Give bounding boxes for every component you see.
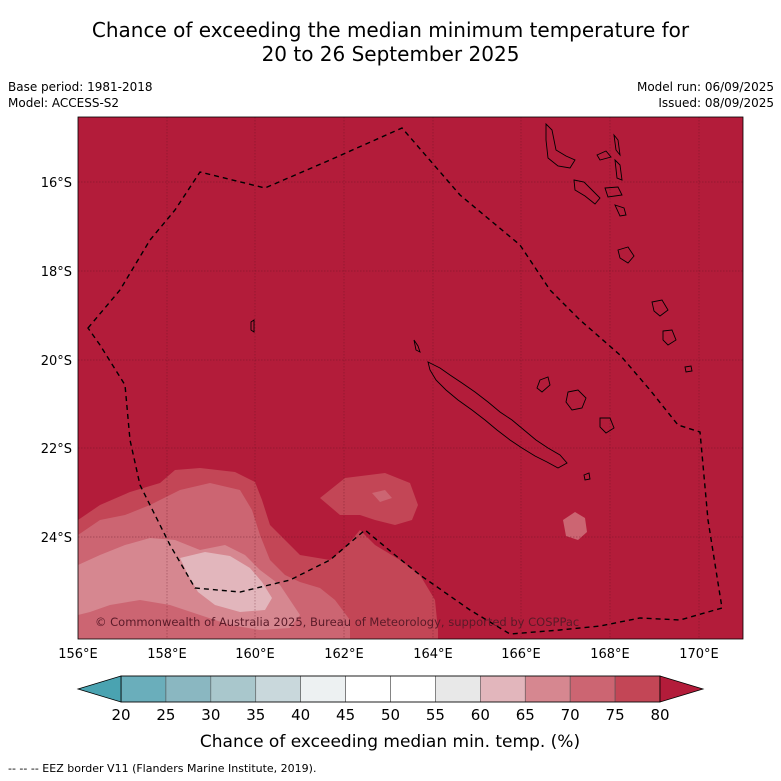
colorbar-cell	[300, 675, 346, 703]
grid-lines	[78, 117, 743, 639]
issued-date: Issued: 08/09/2025	[658, 96, 774, 110]
colorbar-high-extension	[659, 675, 705, 703]
colorbar-label: 45	[336, 706, 355, 724]
lon-labels: 156°E 158°E 160°E 162°E 164°E 166°E 168°…	[58, 647, 719, 662]
new-caledonia-coast	[427, 361, 568, 469]
colorbar-label: 35	[246, 706, 265, 724]
lat-label-20s: 20°S	[41, 354, 72, 369]
ambrym	[604, 186, 623, 198]
epi-island	[614, 204, 627, 217]
eez-border	[87, 127, 723, 635]
espiritu-santo	[545, 122, 576, 169]
colorbar-label: 80	[650, 706, 669, 724]
colorbar-cell	[614, 675, 661, 703]
lon-label-162e: 162°E	[324, 647, 364, 662]
tanna	[662, 329, 677, 346]
lon-label-168e: 168°E	[590, 647, 630, 662]
colorbar-cell	[165, 675, 212, 703]
map-title: Chance of exceeding the median minimum t…	[0, 18, 781, 66]
coastlines	[250, 122, 693, 481]
erromango	[651, 299, 669, 317]
mare-island	[599, 417, 615, 434]
malekula	[573, 179, 601, 205]
ambae	[596, 150, 612, 161]
model-run: Model run: 06/09/2025	[636, 80, 774, 94]
meta-right: Model run: 06/09/2025 Issued: 08/09/2025	[637, 79, 774, 111]
colorbar-cell	[569, 675, 616, 703]
maewo	[613, 133, 621, 157]
colorbar-cell	[524, 675, 571, 703]
colorbar-label: 25	[156, 706, 175, 724]
colorbar-label: 60	[471, 706, 490, 724]
base-period: Base period: 1981-2018	[8, 80, 153, 94]
colorbar-cell	[120, 675, 167, 703]
contour-75-80-upper	[320, 473, 418, 525]
lon-label-160e: 160°E	[235, 647, 275, 662]
lat-label-18s: 18°S	[41, 265, 72, 280]
lon-label-164e: 164°E	[413, 647, 453, 662]
map-panel: © Commonwealth of Australia 2025, Bureau…	[77, 116, 744, 640]
colorbar-cell	[480, 675, 526, 703]
lifou-island	[565, 389, 587, 411]
map-frame	[77, 116, 744, 640]
lon-label-158e: 158°E	[147, 647, 187, 662]
contour-70-75-c	[563, 512, 587, 540]
colorbar-label: 40	[291, 706, 310, 724]
lat-label-16s: 16°S	[41, 176, 72, 191]
colorbar-cell	[435, 675, 481, 703]
colorbar-label: 70	[561, 706, 580, 724]
colorbar-cell	[345, 675, 391, 703]
colorbar-title: Chance of exceeding median min. temp. (%…	[200, 732, 580, 752]
contour-70-75-b	[372, 490, 392, 502]
lon-label-156e: 156°E	[58, 647, 98, 662]
colorbar-label: 65	[516, 706, 535, 724]
meta-left: Base period: 1981-2018 Model: ACCESS-S2	[8, 79, 153, 111]
model-name: Model: ACCESS-S2	[8, 96, 120, 110]
colorbar: 20 25 30 35 40 45 50 55 60 65 70 75 80 Chance of exc…	[76, 675, 705, 752]
efate	[617, 246, 635, 264]
belep-islands	[413, 339, 421, 353]
colorbar-labels: 20 25 30 35 40 45 50 55 60 65 70 75 80	[111, 706, 669, 724]
colorbar-cells	[120, 675, 661, 703]
lon-label-170e: 170°E	[679, 647, 719, 662]
colorbar-low-extension	[76, 675, 122, 703]
aneityum	[684, 365, 693, 373]
lon-label-166e: 166°E	[501, 647, 541, 662]
colorbar-cell	[255, 675, 301, 703]
lat-label-22s: 22°S	[41, 442, 72, 457]
title-line-2: 20 to 26 September 2025	[261, 42, 520, 66]
rennell-island	[250, 319, 255, 333]
ouvea-island	[536, 376, 551, 393]
colorbar-label: 50	[381, 706, 400, 724]
eez-footnote: -- -- -- EEZ border V11 (Flanders Marine…	[8, 762, 317, 775]
lat-labels: 16°S 18°S 20°S 22°S 24°S	[41, 176, 72, 546]
title-line-1: Chance of exceeding the median minimum t…	[91, 18, 690, 42]
contour-60-65	[180, 552, 272, 612]
pentecost	[614, 158, 623, 181]
copyright-notice: © Commonwealth of Australia 2025, Bureau…	[95, 615, 579, 629]
colorbar-label: 55	[426, 706, 445, 724]
colorbar-label: 30	[201, 706, 220, 724]
colorbar-cell	[210, 675, 257, 703]
isle-of-pines	[583, 472, 591, 481]
lat-label-24s: 24°S	[41, 531, 72, 546]
colorbar-label: 20	[111, 706, 130, 724]
colorbar-label: 75	[606, 706, 625, 724]
colorbar-cell	[390, 675, 436, 703]
